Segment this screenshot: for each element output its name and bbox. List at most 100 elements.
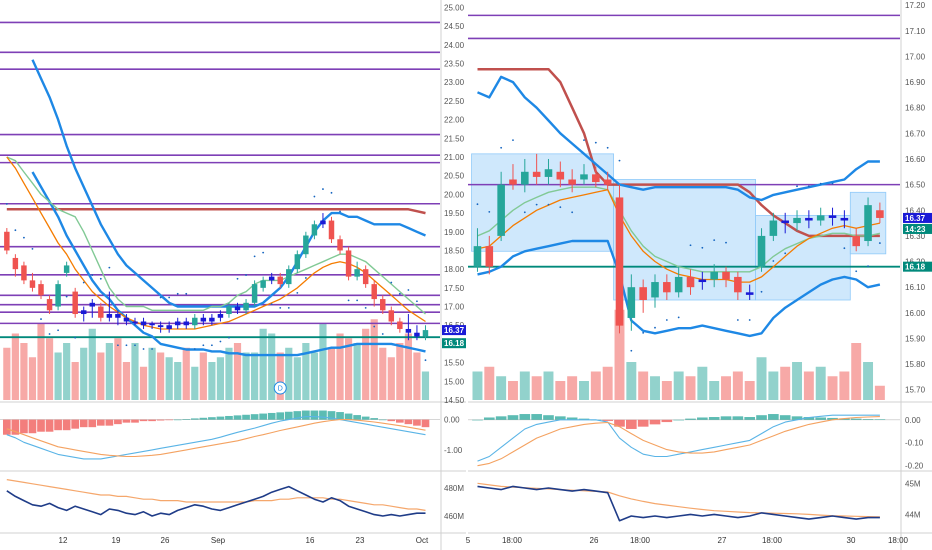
candle-body	[603, 179, 612, 185]
volume-bar	[768, 371, 779, 400]
price-axis-tick: 18.00	[444, 265, 465, 274]
candle-body	[397, 321, 403, 329]
sar-dot	[236, 277, 239, 280]
macd-histogram-bar	[216, 416, 225, 420]
candle-body	[21, 265, 27, 281]
price-axis-tick: 20.00	[444, 190, 465, 199]
time-axis-tick: Sep	[211, 536, 226, 545]
intraday-chart-panel[interactable]: 17.20 17.10 17.00 16.90 16.80 16.70 16.60 16.50…	[466, 0, 932, 550]
time-axis-tick: 5	[466, 536, 471, 545]
volume-bar	[165, 357, 173, 400]
sar-dot	[390, 281, 393, 284]
price-axis-tick: 21.50	[444, 134, 465, 143]
volume-bar	[251, 352, 259, 400]
volume-bar	[362, 328, 370, 400]
macd-histogram-bar	[732, 416, 744, 420]
candle-body	[698, 279, 707, 283]
price-axis-tick: 22.50	[444, 97, 465, 106]
last-price-tag-bg	[903, 212, 932, 223]
sar-dot	[125, 344, 128, 347]
daily-chart-panel[interactable]: D 25.00 24.50 24.00 23.50 23.00 22.50 22.00 21.5…	[0, 0, 466, 550]
sar-dot	[677, 316, 680, 319]
volume-bar	[225, 347, 233, 400]
time-axis-tick: 12	[59, 536, 68, 545]
macd-histogram-bar	[626, 419, 637, 429]
macd-histogram-bar	[543, 415, 554, 420]
volume-bar	[673, 371, 684, 400]
time-axis-tick: 26	[161, 536, 170, 545]
volume-bar	[199, 352, 207, 400]
volume-bar	[97, 352, 105, 400]
sar-dot	[253, 255, 256, 258]
price-axis-tick: 17.20	[905, 1, 926, 10]
macd-histogram-bar	[267, 412, 276, 420]
candle-body	[663, 282, 671, 293]
volume-bar	[327, 347, 336, 400]
sar-dot	[855, 270, 858, 273]
price-axis-tick: 18.50	[444, 246, 465, 255]
volume-bar	[11, 333, 19, 400]
candle-body	[414, 332, 420, 337]
sar-dot	[23, 236, 25, 239]
last-price-tag-bg	[442, 325, 466, 336]
support-price-tag-bg	[903, 261, 932, 272]
candle-body	[328, 220, 335, 240]
sar-dot	[313, 195, 316, 198]
sar-dot	[398, 292, 401, 295]
volume-bar	[80, 347, 88, 400]
macd-histogram-bar	[45, 419, 54, 432]
macd-histogram-bar	[519, 414, 531, 420]
volume-bar	[105, 343, 113, 400]
candle-body	[174, 321, 181, 326]
volume-bar	[531, 376, 542, 400]
macd-histogram-bar	[649, 419, 661, 425]
candle-body	[532, 171, 541, 177]
sar-dot	[772, 260, 775, 262]
volume-bar	[88, 328, 96, 400]
macd-histogram-bar	[344, 413, 353, 420]
candle-body	[556, 171, 565, 180]
volume-bar	[122, 362, 131, 400]
sar-dot	[339, 210, 341, 213]
obv-moving-average	[6, 479, 426, 511]
macd-histogram-bar	[302, 410, 310, 420]
volume-bar	[114, 338, 122, 400]
obv-line	[6, 485, 426, 517]
volume-bar	[614, 309, 625, 400]
candle-body	[243, 302, 249, 311]
obv-axis-tick: 460M	[444, 512, 464, 521]
sar-dot	[202, 344, 205, 347]
candle-body	[12, 257, 19, 270]
volume-bar	[259, 328, 267, 400]
bollinger-lower	[477, 239, 881, 338]
macd-histogram-bar	[190, 418, 199, 420]
candle-body	[89, 302, 96, 307]
sar-dot	[583, 139, 585, 142]
sar-dot	[642, 331, 645, 334]
price-axis-tick: 17.00	[905, 52, 926, 61]
macd-histogram-bar	[20, 419, 28, 434]
sar-dot	[99, 277, 102, 280]
consolidation-zone	[613, 179, 757, 301]
kijun-line	[6, 208, 426, 215]
macd-histogram-bar	[319, 410, 327, 420]
volume-bar	[191, 366, 199, 400]
candle-body	[757, 235, 766, 267]
candle-body	[362, 269, 369, 285]
sar-dot	[665, 319, 668, 321]
price-axis-tick: 19.50	[444, 209, 465, 218]
macd-histogram-bar	[578, 418, 590, 420]
price-axis-tick: 21.00	[444, 153, 465, 162]
candle-body	[140, 321, 147, 326]
candle-body	[234, 306, 241, 311]
macd-axis-tick: -0.10	[905, 439, 924, 448]
last-price-tag: 16.37	[444, 326, 465, 335]
candle-body	[4, 231, 10, 251]
time-axis-tick: 18:00	[630, 536, 651, 545]
candle-body	[157, 325, 164, 328]
candle-body	[371, 284, 377, 300]
sar-dot	[176, 292, 179, 295]
candle-body	[55, 284, 61, 307]
candle-body	[388, 310, 395, 322]
sar-dot	[270, 303, 273, 306]
